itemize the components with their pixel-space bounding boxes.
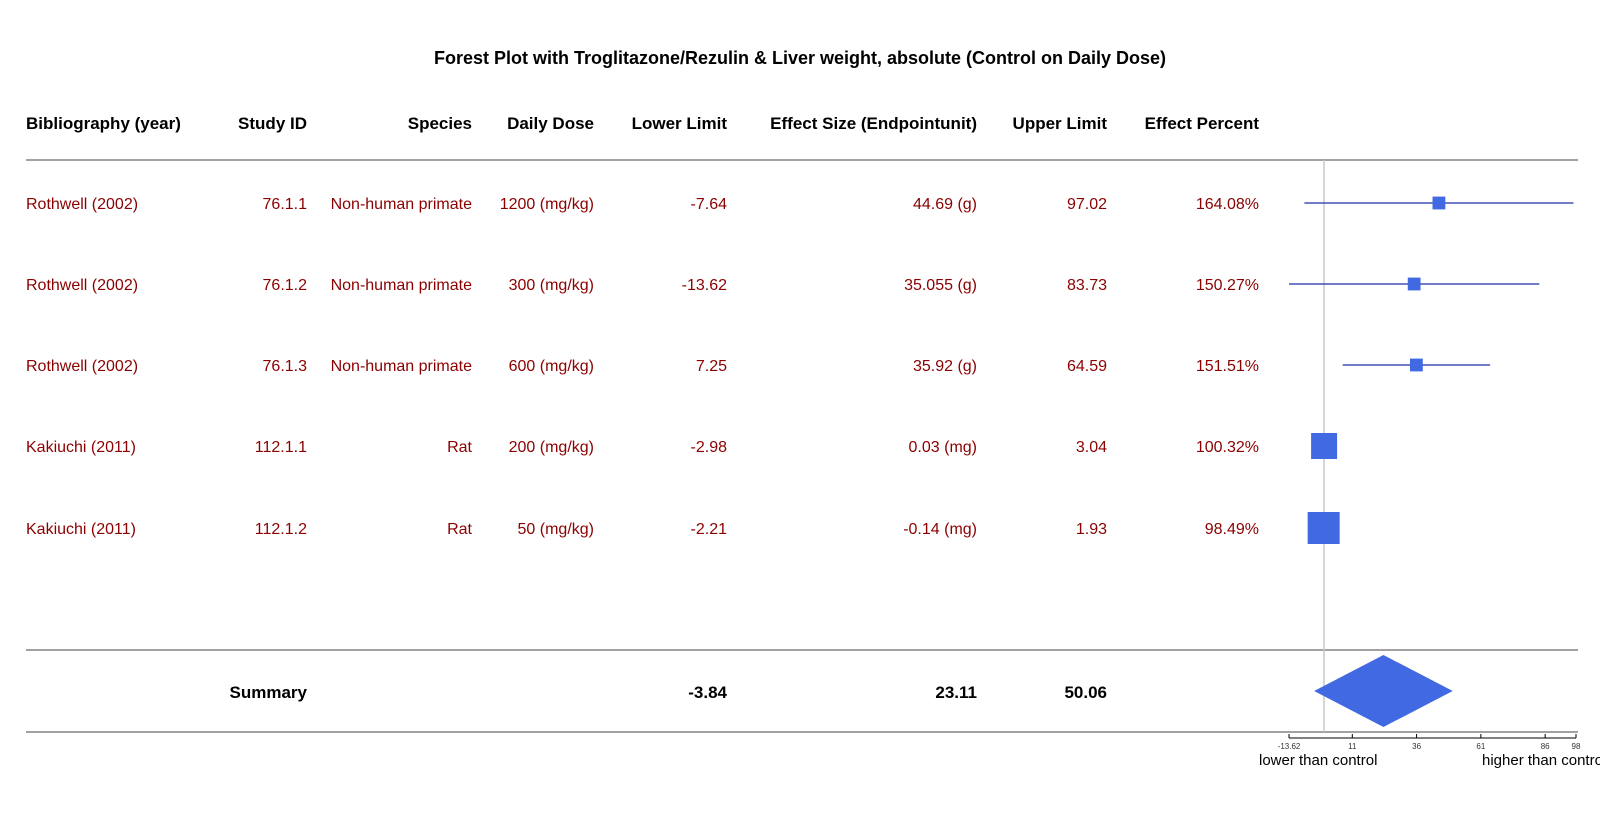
study-row: Kakiuchi (2011) 112.1.2 Rat 50 (mg/kg) -2.21…	[26, 512, 1340, 544]
cell-effect: 0.03 (mg)	[909, 439, 977, 456]
column-header: Effect Size (Endpointunit)	[770, 114, 977, 133]
summary-row: Summary -3.84 23.11 50.06	[230, 655, 1453, 727]
column-header: Species	[408, 114, 472, 133]
tick-label: 98	[1572, 742, 1581, 751]
cell-study-id: 112.1.2	[255, 521, 307, 538]
tick-label: 86	[1541, 742, 1550, 751]
cell-effect: 35.055 (g)	[904, 277, 977, 294]
cell-bibliography: Rothwell (2002)	[26, 358, 138, 375]
cell-study-id: 76.1.3	[263, 358, 308, 375]
cell-daily-dose: 300 (mg/kg)	[509, 277, 594, 294]
effect-marker	[1409, 358, 1423, 372]
cell-study-id: 76.1.1	[263, 196, 308, 213]
summary-effect: 23.11	[935, 683, 977, 702]
column-header: Bibliography (year)	[26, 114, 181, 133]
cell-upper: 83.73	[1067, 277, 1107, 294]
column-header: Effect Percent	[1145, 114, 1260, 133]
cell-upper: 64.59	[1067, 358, 1107, 375]
cell-daily-dose: 600 (mg/kg)	[509, 358, 594, 375]
cell-lower: 7.25	[696, 358, 727, 375]
cell-species: Non-human primate	[331, 196, 473, 213]
effect-marker	[1311, 433, 1338, 459]
cell-species: Non-human primate	[331, 358, 473, 375]
cell-bibliography: Rothwell (2002)	[26, 196, 138, 213]
cell-percent: 151.51%	[1196, 358, 1259, 375]
axis-label-left: lower than control	[1259, 752, 1377, 769]
column-headers: Bibliography (year) Study ID Species Daily …	[26, 114, 1259, 133]
cell-study-id: 76.1.2	[263, 277, 308, 294]
cell-species: Rat	[447, 439, 472, 456]
study-rows: Rothwell (2002) 76.1.1 Non-human primate 12…	[26, 196, 1574, 544]
effect-marker	[1307, 512, 1340, 544]
study-row: Rothwell (2002) 76.1.2 Non-human primate 30…	[26, 277, 1540, 294]
summary-lower: -3.84	[688, 683, 727, 702]
summary-diamond	[1314, 655, 1453, 727]
cell-lower: -2.21	[691, 521, 728, 538]
cell-species: Non-human primate	[331, 277, 473, 294]
tick-label: 61	[1476, 742, 1485, 751]
cell-upper: 1.93	[1076, 521, 1107, 538]
cell-daily-dose: 1200 (mg/kg)	[500, 196, 594, 213]
cell-daily-dose: 200 (mg/kg)	[509, 439, 594, 456]
column-header: Upper Limit	[1013, 114, 1108, 133]
cell-effect: 44.69 (g)	[913, 196, 977, 213]
cell-upper: 97.02	[1067, 196, 1107, 213]
axis-label-right: higher than control	[1482, 752, 1600, 769]
cell-lower: -2.98	[691, 439, 728, 456]
cell-bibliography: Rothwell (2002)	[26, 277, 138, 294]
column-header: Study ID	[238, 114, 307, 133]
study-row: Kakiuchi (2011) 112.1.1 Rat 200 (mg/kg) -2.9…	[26, 433, 1338, 459]
cell-percent: 100.32%	[1196, 439, 1259, 456]
cell-effect: 35.92 (g)	[913, 358, 977, 375]
cell-bibliography: Kakiuchi (2011)	[26, 521, 136, 538]
chart-title: Forest Plot with Troglitazone/Rezulin & …	[434, 48, 1166, 68]
cell-lower: -13.62	[682, 277, 727, 294]
cell-lower: -7.64	[691, 196, 728, 213]
effect-marker	[1432, 196, 1446, 210]
cell-effect: -0.14 (mg)	[903, 521, 977, 538]
study-row: Rothwell (2002) 76.1.1 Non-human primate 12…	[26, 196, 1574, 213]
cell-upper: 3.04	[1076, 439, 1107, 456]
study-row: Rothwell (2002) 76.1.3 Non-human primate 60…	[26, 358, 1491, 375]
cell-percent: 98.49%	[1205, 521, 1259, 538]
column-header: Lower Limit	[632, 114, 728, 133]
effect-marker	[1407, 277, 1421, 291]
summary-upper: 50.06	[1064, 683, 1107, 702]
column-header: Daily Dose	[507, 114, 594, 133]
tick-label: -13.62	[1278, 742, 1301, 751]
cell-daily-dose: 50 (mg/kg)	[518, 521, 594, 538]
x-axis: -13.62 11 36 61 86 98 lower than control higher…	[1259, 734, 1600, 769]
cell-percent: 164.08%	[1196, 196, 1259, 213]
tick-label: 36	[1412, 742, 1421, 751]
cell-species: Rat	[447, 521, 472, 538]
tick-label: 11	[1348, 742, 1357, 751]
summary-label: Summary	[230, 683, 308, 702]
cell-study-id: 112.1.1	[255, 439, 307, 456]
cell-bibliography: Kakiuchi (2011)	[26, 439, 136, 456]
cell-percent: 150.27%	[1196, 277, 1259, 294]
